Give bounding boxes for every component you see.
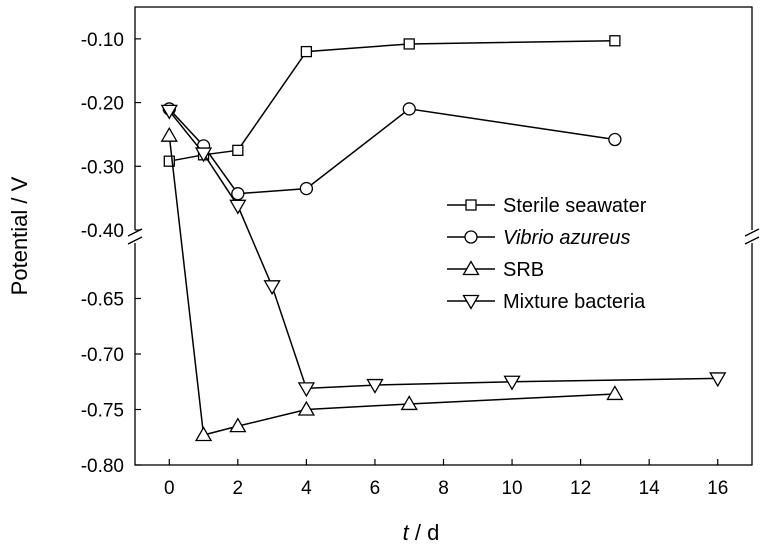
marker-circle — [402, 102, 416, 116]
x-tick-label: 0 — [164, 478, 175, 499]
y-tick-label: -0.75 — [81, 401, 124, 422]
x-tick-label: 10 — [501, 478, 522, 499]
x-axis-title: t / d — [403, 520, 440, 545]
x-axis-title-italic: t — [403, 520, 410, 545]
y-tick-label: -0.40 — [81, 221, 124, 242]
marker-triangle-up — [462, 260, 480, 276]
y-tick-label: -0.20 — [81, 94, 124, 115]
x-tick-label: 2 — [233, 478, 244, 499]
legend-item: Sterile seawater — [447, 195, 647, 217]
y-break-mark-right-lower — [744, 236, 760, 245]
marker-triangle-up — [194, 426, 213, 442]
marker-triangle-down — [160, 104, 178, 120]
marker-triangle-down — [503, 375, 521, 391]
marker-triangle-down — [194, 147, 213, 163]
marker-triangle-up — [160, 126, 178, 142]
legend-label: SRB — [503, 259, 544, 281]
x-axis-title-rest: / d — [409, 520, 440, 545]
marker-square — [300, 45, 313, 58]
x-tick-label: 16 — [707, 478, 728, 499]
legend-label: Vibrio azureus — [503, 227, 630, 249]
series-line — [169, 40, 615, 162]
y-break-gap-left — [127, 230, 143, 243]
marker-triangle-up — [229, 417, 247, 433]
legend-item: SRB — [447, 259, 544, 281]
marker-square — [465, 199, 477, 211]
marker-circle — [299, 181, 314, 196]
y-tick-label: -0.65 — [81, 290, 124, 311]
marker-triangle-up — [400, 395, 418, 411]
x-tick-label: 12 — [570, 478, 591, 499]
x-tick-label: 14 — [639, 478, 661, 499]
series-line — [168, 135, 615, 436]
axis-ticks: 0 2 4 6 8 10 12 14 16 -0.10 -0.20 -0.30 -0.40 -0.65 -0… — [81, 30, 729, 499]
x-tick-label: 6 — [370, 478, 381, 499]
series-2 — [160, 126, 624, 442]
marker-circle — [231, 187, 245, 201]
marker-triangle-down — [462, 294, 480, 310]
marker-square — [403, 38, 415, 50]
y-break-mark-right-upper — [744, 228, 760, 237]
x-tick-label: 8 — [438, 478, 449, 499]
legend-label: Mixture bacteria — [503, 291, 646, 313]
marker-circle — [608, 132, 622, 147]
marker-square — [232, 144, 244, 157]
marker-triangle-down — [297, 382, 316, 398]
marker-triangle-up — [606, 385, 624, 401]
y-tick-label: -0.30 — [81, 157, 124, 178]
y-axis-title: Potential / V — [7, 176, 32, 295]
series-0 — [163, 35, 621, 167]
y-break-gap-right — [744, 230, 760, 243]
marker-triangle-down — [229, 199, 247, 215]
marker-triangle-up — [297, 400, 316, 416]
marker-triangle-down — [709, 372, 727, 388]
legend-label: Sterile seawater — [503, 195, 647, 217]
marker-triangle-down — [263, 280, 281, 296]
y-break-mark-left-lower — [127, 236, 143, 245]
legend-item: Vibrio azureus — [447, 227, 630, 249]
marker-square — [609, 35, 621, 47]
y-tick-label: -0.80 — [81, 456, 124, 477]
y-axis-break — [127, 228, 760, 245]
marker-circle — [464, 230, 478, 244]
series-line — [168, 108, 615, 195]
marker-square — [163, 155, 175, 167]
series-group — [160, 35, 727, 442]
y-tick-label: -0.10 — [81, 30, 124, 51]
series-3 — [160, 104, 727, 398]
plot-frame — [134, 6, 753, 466]
marker-triangle-down — [366, 378, 384, 394]
series-line — [168, 110, 718, 390]
y-tick-label: -0.70 — [81, 345, 124, 366]
x-tick-label: 4 — [301, 478, 312, 499]
legend: Sterile seawater Vibrio azureus SRB Mixture… — [447, 195, 647, 313]
legend-item: Mixture bacteria — [447, 291, 646, 313]
